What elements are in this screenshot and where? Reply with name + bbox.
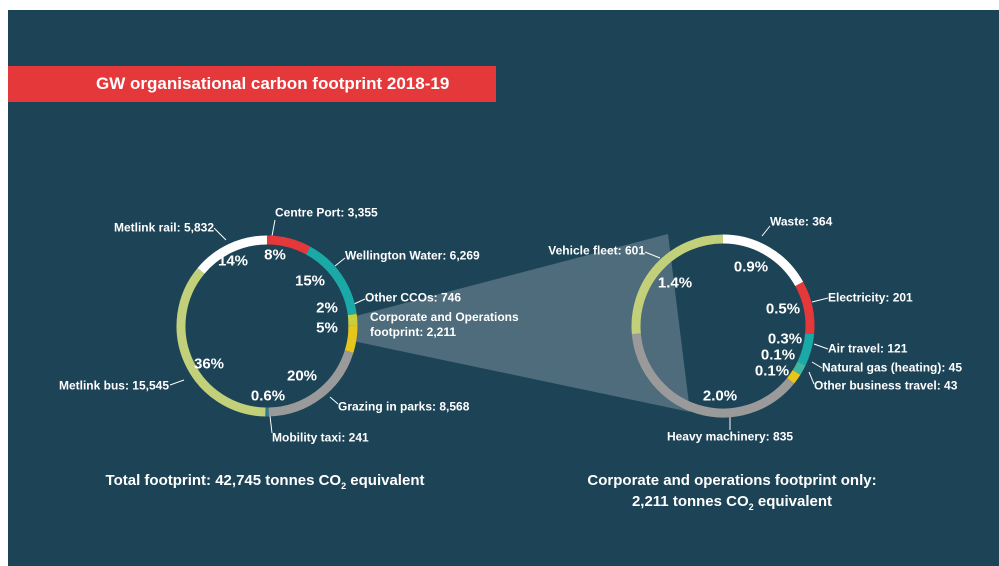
segment-label: Metlink rail: 5,832 [113,220,214,235]
note-subscript: 2 [748,502,754,512]
segment-label: Air travel: 121 [828,341,908,356]
zoom-connector [348,234,690,412]
ring-segment [176,267,266,417]
segment-label: Metlink bus: 15,545 [58,378,169,393]
leader-lines [169,219,829,434]
note-text: equivalent [346,472,425,489]
segment-label: Electricity: 201 [828,290,913,305]
percent-label: 0.1% [754,362,790,380]
footnote: Corporate and operations footprint only:… [587,470,876,518]
ring-segment [722,234,804,287]
title-bar: GW organisational carbon footprint 2018-… [8,66,496,102]
segment-label: Grazing in parks: 8,568 [338,399,470,414]
percent-label: 0.6% [250,387,286,405]
ring-segment [268,350,354,417]
percent-label: 0.1% [760,346,796,364]
footnote: Total footprint: 42,745 tonnes CO2 equiv… [106,470,425,497]
ring-segment [631,333,795,418]
note-text: Corporate and operations footprint only: [587,472,877,489]
ring-segment [344,325,358,353]
segment-label: Mobility taxi: 241 [272,430,369,445]
segment-label: Other business travel: 43 [814,378,958,393]
note-text: equivalent [753,493,833,510]
percent-label: 14% [217,252,249,270]
segment-label: Vehicle fleet: 601 [548,243,645,258]
ring-segment [795,281,815,335]
segment-label: Wellington Water: 6,269 [345,248,480,263]
percent-label: 2.0% [702,387,738,405]
percent-label: 8% [264,246,286,264]
ring-segment [797,333,815,366]
ring-segment [347,313,358,326]
note-text: Total footprint: 42,745 tonnes CO [105,472,342,489]
segment-label: Centre Port: 3,355 [275,205,378,220]
percent-label: 36% [193,355,225,373]
ring-segment [266,235,311,255]
percent-label: 0.5% [765,300,801,318]
segment-label: Corporate and Operations footprint: 2,21… [370,310,519,339]
note-subscript: 2 [341,481,347,491]
segment-label: Other CCOs: 746 [365,290,462,305]
ring-segment [631,234,724,335]
segment-label: Natural gas (heating): 45 [822,360,963,375]
percent-label: 5% [316,319,338,337]
percent-label: 2% [316,299,338,317]
ring-segment [197,235,268,274]
percent-label: 1.4% [657,274,693,292]
segment-label: Waste: 364 [770,214,833,229]
percent-label: 20% [286,367,318,385]
ring-segment [305,246,357,316]
ring-segment [787,369,801,384]
ring-segment [792,361,806,375]
panel [8,10,999,566]
segment-label: Heavy machinery: 835 [666,429,794,444]
note-text: 2,211 tonnes CO [631,493,749,510]
percent-label: 15% [294,272,326,290]
percent-label: 0.3% [767,330,803,348]
percent-label: 0.9% [733,258,769,276]
